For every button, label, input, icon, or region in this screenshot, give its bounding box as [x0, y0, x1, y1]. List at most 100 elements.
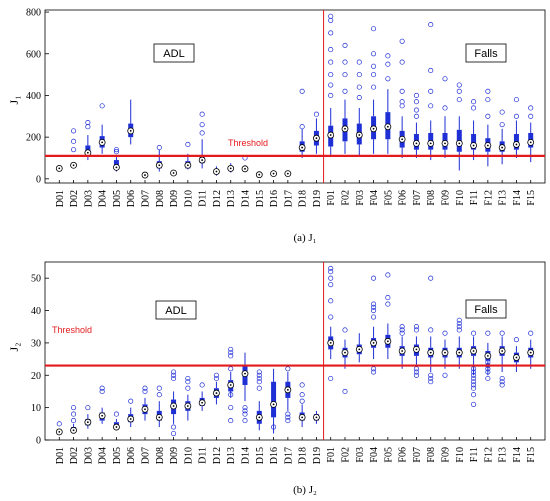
outlier-point — [399, 103, 405, 109]
outlier-point — [85, 405, 91, 411]
outlier-point — [428, 88, 434, 94]
chart-b-box-D09 — [170, 369, 177, 437]
chart-a-box-D08 — [155, 145, 163, 172]
chart-b-box-D14 — [241, 352, 249, 424]
chart-a-xtick-label: D18 — [298, 190, 309, 207]
chart-a-xtick-label: D03 — [83, 190, 94, 207]
outlier-point — [71, 128, 77, 134]
chart-b-xtick-label: D14 — [241, 447, 252, 464]
outlier-point — [171, 369, 177, 375]
outlier-point — [399, 59, 405, 65]
outlier-point — [428, 327, 434, 333]
outlier-point — [442, 372, 448, 378]
median-dot — [158, 164, 161, 167]
chart-a-box-D13 — [227, 163, 235, 173]
chart-a-box-D15 — [255, 171, 263, 179]
median-dot — [515, 143, 518, 146]
chart-b-box-D13 — [227, 346, 235, 424]
outlier-point — [371, 51, 377, 57]
median-dot — [172, 405, 175, 407]
chart-a-box-D19 — [313, 111, 320, 154]
chart-a-box-D02 — [70, 128, 77, 169]
median-dot — [58, 167, 61, 170]
chart-b-box-F14 — [513, 337, 520, 373]
median-dot — [501, 350, 504, 352]
chart-b-xtick-label: F04 — [369, 447, 380, 463]
chart-b-xtick-label: F14 — [512, 447, 523, 463]
outlier-point — [199, 382, 205, 388]
outlier-point — [328, 314, 334, 320]
chart-a-box-F12 — [484, 88, 492, 167]
chart-b-xtick-label: D03 — [83, 447, 94, 464]
outlier-point — [328, 375, 334, 382]
median-dot — [101, 141, 104, 144]
outlier-point — [399, 38, 405, 44]
box-iqr — [271, 381, 277, 418]
chart-b-xtick-label: D13 — [226, 447, 237, 464]
outlier-point — [185, 141, 191, 147]
outlier-point — [328, 30, 334, 36]
outlier-point — [228, 418, 234, 424]
chart-b-xtick-label: D08 — [155, 447, 166, 464]
outlier-point — [428, 372, 434, 378]
median-dot — [386, 125, 389, 128]
chart-a-xtick-label: D02 — [69, 190, 80, 207]
outlier-point — [471, 392, 477, 398]
outlier-point — [228, 392, 234, 398]
median-dot — [344, 127, 346, 130]
outlier-point — [413, 327, 419, 333]
chart-a-xtick-label: D15 — [255, 190, 266, 207]
chart-b-box-F12 — [484, 330, 492, 382]
chart-b-xtick-label: F06 — [398, 447, 409, 463]
median-dot — [401, 138, 404, 141]
outlier-point — [428, 379, 434, 385]
chart-b-box-D16 — [270, 368, 277, 434]
chart-b-box-D02 — [70, 405, 77, 434]
outlier-point — [513, 337, 519, 343]
outlier-point — [399, 327, 405, 333]
chart-a-xtick-label: D07 — [141, 190, 152, 207]
outlier-point — [313, 111, 319, 117]
outlier-point — [471, 369, 477, 375]
chart-b-xtick-label: D11 — [198, 447, 209, 464]
median-dot — [129, 129, 132, 132]
outlier-point — [528, 105, 534, 111]
chart-a-xtick-label: F02 — [341, 190, 352, 206]
chart-b-xtick-label: D16 — [269, 447, 280, 464]
outlier-point — [513, 113, 519, 119]
chart-a-xtick-label: F11 — [469, 190, 480, 205]
outlier-point — [413, 372, 419, 378]
median-dot — [329, 342, 332, 344]
chart-a-box-F01 — [327, 13, 335, 156]
median-dot — [86, 151, 89, 154]
outlier-point — [413, 113, 419, 119]
outlier-point — [342, 72, 348, 78]
outlier-point — [242, 405, 248, 411]
outlier-point — [85, 124, 91, 130]
chart-a-xtick-label: F01 — [326, 190, 337, 206]
chart-a-box-D04 — [98, 103, 106, 154]
chart-b-box-D03 — [84, 405, 92, 429]
outlier-point — [342, 59, 348, 65]
outlier-point — [99, 388, 105, 395]
outlier-point — [528, 330, 534, 336]
chart-a-box-F04 — [370, 26, 377, 154]
median-dot — [372, 342, 375, 344]
chart-a-xtick-label: F12 — [483, 190, 494, 206]
median-dot — [444, 351, 446, 354]
chart-b-label-falls: Falls — [474, 304, 498, 316]
chart-b-ytick-label: 0 — [36, 436, 41, 447]
chart-b-ytick-label: 20 — [31, 371, 41, 382]
median-dot — [115, 426, 118, 428]
chart-b-ytick-label: 10 — [31, 403, 41, 414]
chart-b-xtick-label: D15 — [255, 447, 266, 464]
median-dot — [372, 127, 375, 130]
outlier-point — [328, 275, 334, 281]
chart-a-xtick-label: F06 — [398, 190, 409, 206]
chart-b-xtick-label: D07 — [141, 447, 152, 464]
chart-b-xtick-label: F11 — [469, 447, 480, 462]
outlier-point — [328, 59, 334, 65]
median-dot — [315, 137, 318, 140]
outlier-point — [199, 122, 205, 128]
